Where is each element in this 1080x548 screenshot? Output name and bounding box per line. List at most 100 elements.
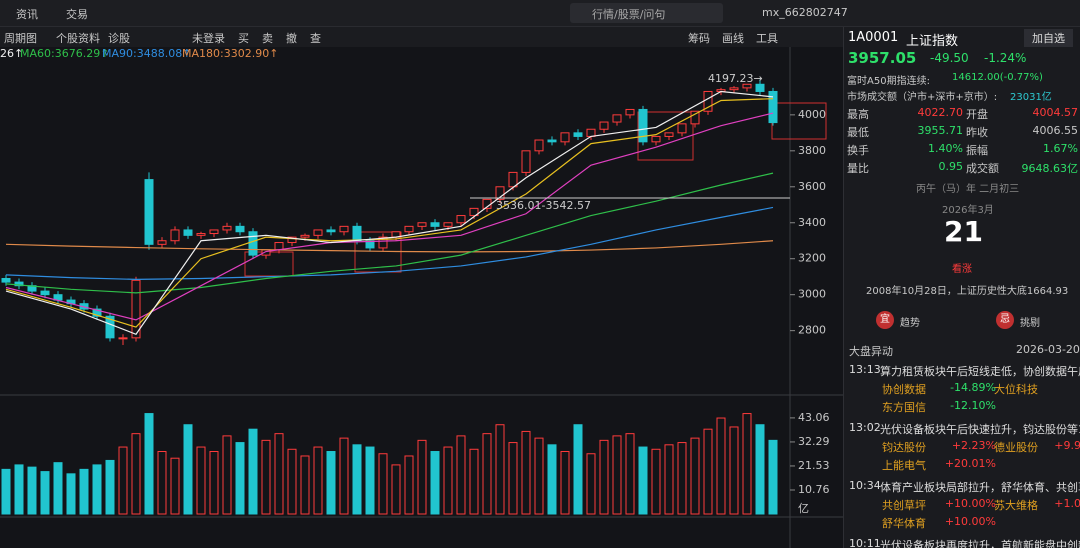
volume-bar [716, 417, 726, 515]
volume-bar [586, 453, 596, 515]
stock-name: 共创草坪 [882, 499, 926, 512]
stock-pct: +10.00% [944, 497, 996, 510]
ma-legend: MA60:3676.29↑ [20, 47, 109, 60]
stock-name: 德业股份 [994, 441, 1038, 454]
tool-button[interactable]: 筹码 [688, 32, 710, 45]
volume-bar [274, 433, 284, 515]
stat-label: 昨收 [966, 126, 988, 139]
ma-line [5, 98, 774, 328]
stat-value: 0.95 [938, 160, 964, 173]
stat-value: 4022.70 [917, 106, 964, 119]
trade-button[interactable]: 买 [238, 32, 249, 45]
tool-button[interactable]: 个股资料 [56, 32, 100, 45]
candle-body [573, 132, 583, 137]
candle-body [222, 225, 232, 231]
y-tick-label: 3600 [798, 180, 826, 193]
news-time: 13:13 [849, 363, 881, 376]
candle-body [157, 240, 167, 245]
trade-button[interactable]: 查 [310, 32, 321, 45]
volume-bar [443, 446, 453, 515]
day: 21 [944, 215, 983, 248]
stat-label: 最低 [847, 126, 869, 139]
candle-body [365, 240, 375, 249]
candle-body [729, 87, 739, 91]
volume-bar [300, 455, 310, 515]
stock-pct: +20.01% [944, 457, 996, 470]
icon: 宜 [876, 311, 894, 329]
tool-button[interactable]: 周期图 [4, 32, 37, 45]
news-text: 算力租赁板块午后短线走低，协创数据午后闪 [880, 365, 1080, 378]
candle-body [469, 207, 479, 217]
y-tick-label: 3200 [798, 252, 826, 265]
menu[interactable]: 交易 [66, 8, 88, 21]
candle-body [378, 236, 388, 249]
candle-body [677, 123, 687, 134]
news-time: 10:11 [849, 537, 881, 548]
tool-button[interactable]: 工具 [756, 32, 778, 45]
candle-body [40, 290, 50, 296]
candle-body [521, 150, 531, 173]
tool-button[interactable]: 诊股 [108, 32, 130, 45]
tool-button[interactable]: 画线 [722, 32, 744, 45]
trade-button[interactable]: 未登录 [192, 32, 225, 45]
candle-body [144, 179, 154, 245]
candle-body [612, 114, 622, 123]
candle-body [118, 337, 128, 340]
tab[interactable]: 挑剔 [1020, 318, 1040, 329]
stock-name: 上能电气 [882, 459, 926, 472]
stock-pct: +9.9 [1054, 439, 1080, 452]
volume-bar [287, 448, 297, 515]
news-time: 13:02 [849, 421, 881, 434]
search[interactable]: 行情/股票/问句 [570, 3, 723, 23]
tab[interactable]: 趋势 [900, 318, 920, 329]
candle-body [92, 308, 102, 317]
volume-bar [131, 433, 141, 515]
candle-body [352, 225, 362, 242]
menu[interactable]: 资讯 [16, 8, 38, 21]
candle-body [768, 90, 778, 124]
y-tick-label: 3400 [798, 216, 826, 229]
volume-bar [144, 413, 154, 515]
y-tick-label: 32.29 [798, 435, 830, 448]
volume-bar [508, 442, 518, 515]
candle-body [560, 132, 570, 143]
volume-bar [755, 424, 765, 515]
candle-body [534, 139, 544, 152]
candle-body [209, 229, 219, 235]
volume-bar [66, 473, 76, 515]
stock-pct: +10.00% [944, 515, 996, 528]
button[interactable]: 加自选 [1024, 29, 1073, 47]
volume-bar [118, 446, 128, 515]
stock-name: 东方国信 [882, 401, 926, 414]
volume-bar [391, 464, 401, 515]
stat-label: 成交额 [966, 162, 999, 175]
candle-body [339, 225, 349, 233]
volume-bar [651, 448, 661, 515]
candle-body [131, 279, 141, 339]
y-tick-label: 3800 [798, 144, 826, 157]
trade-button[interactable]: 卖 [262, 32, 273, 45]
annotation: 4197.23→ [708, 72, 763, 85]
sidebar: 1A0001 上证指数 加自选 3957.05 -49.50 -1.24% 富时A50期指连… [843, 27, 1080, 548]
pct: -1.24% [984, 51, 1027, 65]
annotation: 3536.01-3542.57 [496, 199, 591, 212]
y-tick-label: 21.53 [798, 459, 830, 472]
change: -49.50 [930, 51, 969, 65]
candle-body [196, 233, 206, 236]
user[interactable]: mx_662802747 [762, 6, 848, 19]
candle-body [625, 108, 635, 116]
stat-label: 振幅 [966, 144, 988, 157]
volume-bar [430, 451, 440, 515]
candle-body [664, 132, 674, 137]
candle-body [508, 171, 518, 188]
box [637, 111, 694, 161]
volume-bar [742, 413, 752, 515]
volume-bar [573, 424, 583, 515]
trade-button[interactable]: 撤 [286, 32, 297, 45]
volume-bar [183, 424, 193, 515]
chart: 26↑MA60:3676.29↑MA90:3488.08↑MA180:3302.… [0, 47, 843, 548]
search-text: 行情/股票/问句 [592, 8, 666, 21]
stock-name: 舒华体育 [882, 517, 926, 530]
ma-legend: MA90:3488.08↑ [102, 47, 191, 60]
